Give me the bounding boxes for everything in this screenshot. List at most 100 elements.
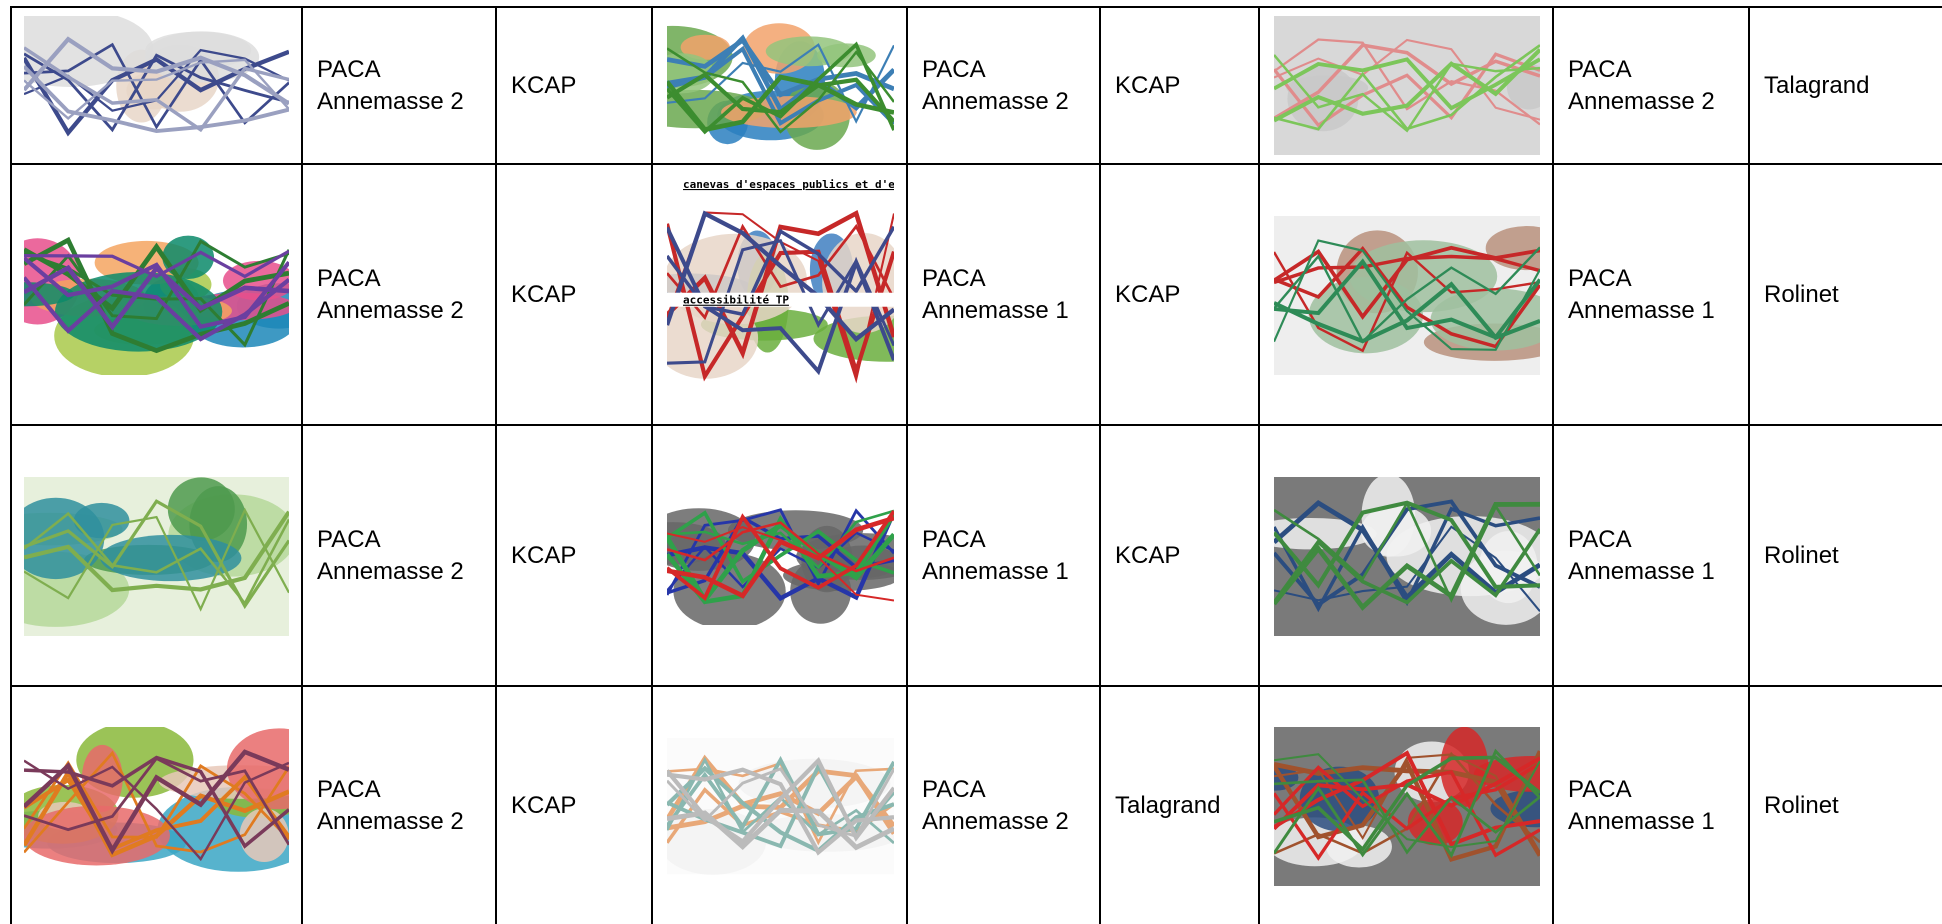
map-route [667, 521, 894, 573]
author-cell: KCAP [1101, 165, 1260, 426]
author-name: KCAP [1115, 280, 1181, 308]
author-name: KCAP [511, 541, 577, 569]
author-name: Rolinet [1764, 791, 1839, 819]
map-thumbnail [667, 738, 894, 875]
map-route [1274, 38, 1540, 121]
map-route [1274, 755, 1540, 852]
author-cell: Talagrand [1101, 687, 1260, 924]
map-route [667, 210, 894, 343]
map-route [1274, 48, 1540, 123]
map-thumbnail [24, 727, 289, 886]
map-thumbnail: canevas d'espaces publics et d'espace acc… [667, 175, 894, 416]
map-route [667, 47, 894, 135]
map-route [24, 36, 289, 106]
map-route [24, 42, 289, 130]
map-route [667, 767, 894, 857]
map-area [162, 235, 215, 279]
site-name: PACA Annemasse 1 [1568, 264, 1715, 324]
map-thumbnail [1274, 215, 1540, 376]
map-route [667, 510, 894, 585]
site-cell: PACA Annemasse 2 [303, 165, 497, 426]
map-area [73, 502, 130, 539]
map-route [667, 526, 894, 602]
map-area [81, 744, 123, 812]
map-route [1274, 525, 1540, 612]
author-cell: Rolinet [1750, 165, 1942, 426]
site-cell: PACA Annemasse 1 [1554, 426, 1750, 687]
map-route [24, 507, 289, 612]
map-area [24, 805, 170, 866]
site-name: PACA Annemasse 2 [922, 775, 1069, 835]
map-route [1274, 749, 1540, 847]
map-route [667, 513, 894, 605]
image-cell [10, 165, 303, 426]
map-caption: accessibilité TP [683, 294, 789, 307]
map-route [1274, 527, 1540, 605]
map-route [24, 46, 289, 133]
site-cell: PACA Annemasse 2 [303, 687, 497, 924]
map-route [1274, 246, 1540, 344]
map-route [24, 256, 289, 330]
map-route [1274, 250, 1540, 353]
map-caption-bg [667, 177, 894, 191]
map-route [667, 756, 894, 837]
author-cell: KCAP [1101, 426, 1260, 687]
site-cell: PACA Annemasse 2 [303, 6, 497, 165]
map-route [667, 223, 894, 382]
site-name: PACA Annemasse 1 [1568, 775, 1715, 835]
author-name: Rolinet [1764, 280, 1839, 308]
site-cell: PACA Annemasse 1 [1554, 165, 1750, 426]
map-route [667, 508, 894, 596]
author-name: KCAP [1115, 541, 1181, 569]
image-cell [10, 426, 303, 687]
map-area [1479, 530, 1538, 603]
map-route [24, 510, 289, 593]
author-cell: KCAP [497, 687, 653, 924]
author-name: KCAP [1115, 71, 1181, 99]
author-cell: Rolinet [1750, 426, 1942, 687]
image-cell [1260, 165, 1554, 426]
map-route [24, 759, 289, 862]
map-thumbnail [667, 488, 894, 625]
map-route [24, 499, 289, 610]
site-name: PACA Annemasse 2 [1568, 55, 1715, 115]
site-cell: PACA Annemasse 1 [908, 165, 1101, 426]
map-route [24, 511, 289, 606]
map-route [667, 37, 894, 98]
map-route [667, 808, 894, 851]
map-route [667, 43, 894, 125]
site-cell: PACA Annemasse 2 [303, 426, 497, 687]
image-cell [653, 165, 908, 426]
author-cell: KCAP [497, 426, 653, 687]
author-name: KCAP [511, 280, 577, 308]
map-route [1274, 499, 1540, 607]
map-route [24, 749, 289, 855]
image-cell [653, 687, 908, 924]
map-route [24, 774, 289, 852]
map-route [24, 52, 289, 133]
map-route [1274, 38, 1540, 126]
site-cell: PACA Annemasse 2 [908, 687, 1101, 924]
map-route [667, 516, 894, 600]
site-name: PACA Annemasse 1 [922, 525, 1069, 585]
image-cell [1260, 426, 1554, 687]
map-route [667, 41, 894, 135]
image-cell [10, 6, 303, 165]
map-thumbnail [24, 16, 289, 155]
site-name: PACA Annemasse 2 [317, 775, 464, 835]
map-route [24, 750, 289, 854]
map-route [24, 58, 289, 121]
author-cell: Talagrand [1750, 6, 1942, 165]
author-name: KCAP [511, 791, 577, 819]
map-route [667, 238, 894, 365]
map-route [1274, 43, 1540, 120]
map-route [1274, 245, 1540, 320]
map-route [667, 223, 894, 321]
author-cell: KCAP [497, 6, 653, 165]
site-name: PACA Annemasse 2 [317, 264, 464, 324]
site-cell: PACA Annemasse 2 [1554, 6, 1750, 165]
map-route [24, 64, 289, 134]
map-caption-bg [667, 292, 894, 307]
author-name: Rolinet [1764, 541, 1839, 569]
map-thumbnail [667, 17, 894, 154]
